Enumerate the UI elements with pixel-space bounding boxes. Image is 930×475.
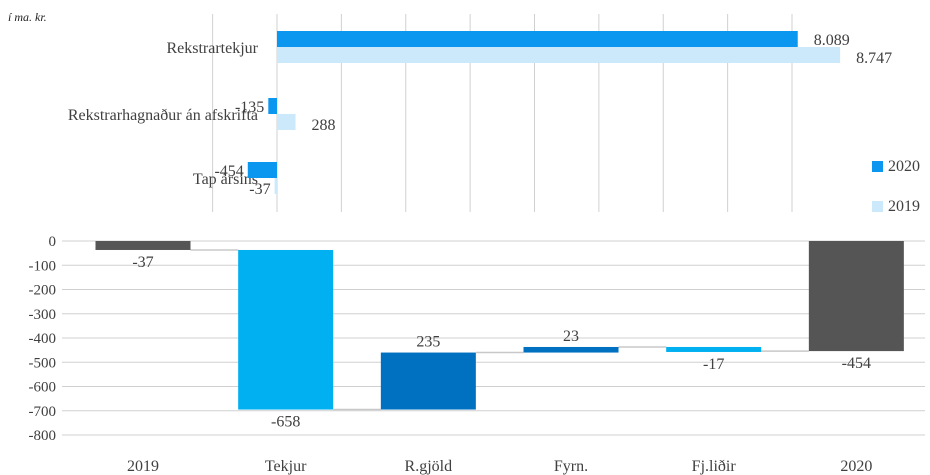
y-tick-label: -500	[29, 355, 57, 371]
waterfall-bar	[523, 346, 619, 353]
data-label: 8.089	[814, 32, 850, 49]
x-tick-label: Fj.liðir	[692, 458, 737, 475]
x-tick-label: Tekjur	[265, 458, 307, 475]
waterfall-bar	[808, 241, 904, 352]
y-tick-label: -600	[29, 380, 57, 396]
category-label: Tap ársins	[193, 171, 258, 188]
bar-2020	[277, 31, 798, 47]
data-label: 288	[312, 117, 336, 134]
bar-2019	[274, 178, 277, 194]
category-label: Rekstrartekjur	[166, 40, 258, 57]
data-label: -454	[842, 355, 871, 372]
legend-label: 2019	[888, 198, 920, 215]
data-label: 23	[563, 328, 579, 345]
bar-2020	[247, 162, 277, 178]
waterfall-bar	[95, 241, 191, 250]
y-tick-label: 0	[49, 234, 57, 250]
data-label: -17	[703, 356, 724, 373]
y-tick-label: -400	[29, 331, 57, 347]
data-label: -135	[235, 99, 264, 116]
bar-2019	[277, 114, 296, 130]
data-label: -37	[132, 254, 153, 271]
bar-2019	[277, 47, 841, 63]
y-tick-label: -700	[29, 404, 57, 420]
data-label: 235	[416, 334, 440, 351]
waterfall-bar	[380, 352, 476, 410]
waterfall-bar	[238, 249, 334, 410]
data-label: -658	[271, 414, 300, 431]
y-tick-label: -800	[29, 428, 57, 444]
x-tick-label: 2019	[127, 458, 159, 475]
data-label: 8.747	[856, 50, 892, 67]
bar-2020	[268, 98, 277, 114]
data-label: -454	[214, 163, 243, 180]
y-tick-label: -300	[29, 307, 57, 323]
legend-swatch	[872, 161, 883, 172]
legend-swatch	[872, 201, 883, 212]
y-tick-label: -100	[29, 258, 57, 274]
waterfall-bar	[666, 346, 762, 352]
x-tick-label: Fyrn.	[554, 458, 588, 475]
unit-label: í ma. kr.	[8, 10, 47, 24]
y-tick-label: -200	[29, 283, 57, 299]
x-tick-label: 2020	[840, 458, 872, 475]
legend-label: 2020	[888, 158, 920, 175]
data-label: -37	[249, 181, 270, 198]
category-label: Rekstrarhagnaður án afskrifta	[68, 107, 258, 124]
top-bar-chart: í ma. kr. Rekstrartekjur 8.089 8.747 Rekstra…	[8, 10, 920, 215]
x-tick-label: R.gjöld	[405, 458, 453, 475]
